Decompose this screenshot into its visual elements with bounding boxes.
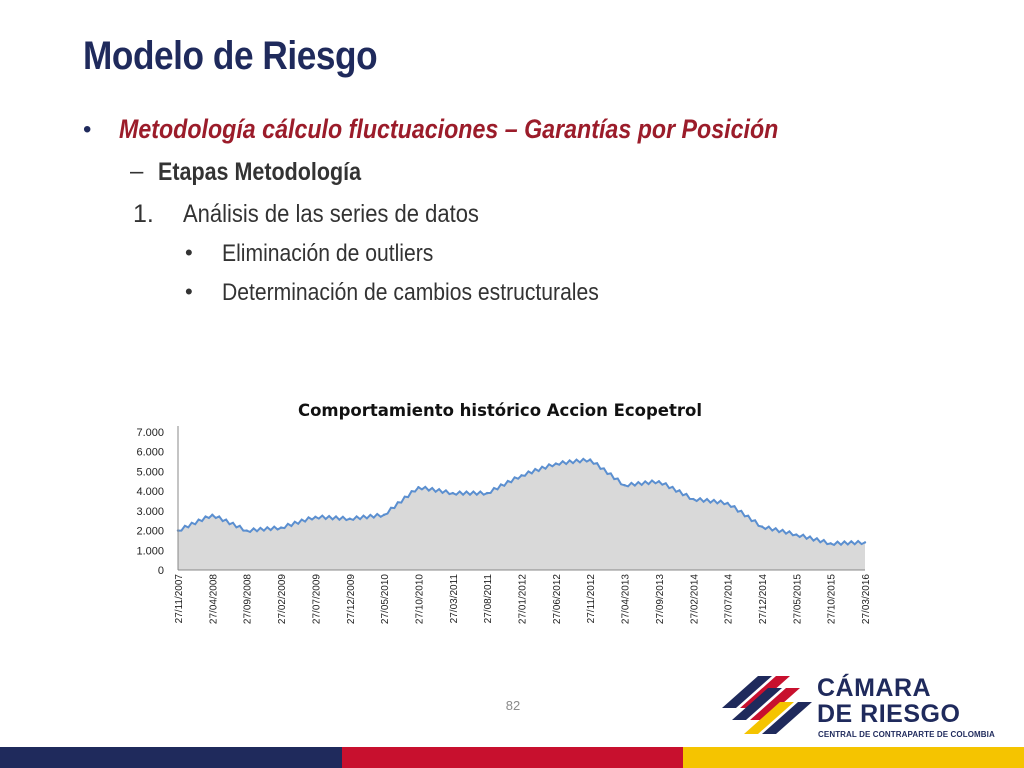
chart-title: Comportamiento histórico Accion Ecopetro… — [298, 401, 702, 420]
data-point — [279, 526, 283, 529]
x-tick-label: 27/11/2012 — [586, 574, 597, 624]
data-point — [348, 517, 351, 520]
x-tick-label: 27/12/2009 — [346, 574, 357, 624]
x-tick-label: 27/09/2008 — [243, 574, 254, 624]
data-point — [829, 542, 832, 545]
data-point — [726, 501, 729, 505]
x-tick-label: 27/06/2012 — [552, 574, 563, 624]
x-tick-label: 27/11/2007 — [174, 574, 185, 624]
x-tick-label: 27/02/2009 — [277, 574, 288, 624]
y-tick-label: 5.000 — [136, 466, 164, 478]
x-tick-label: 27/05/2010 — [380, 574, 391, 624]
data-point — [211, 513, 214, 516]
footer-color-bar — [0, 747, 1024, 768]
y-axis-labels: 0 1.000 2.000 3.000 4.000 5.000 6.000 7.000 — [136, 427, 164, 577]
x-tick-label: 27/02/2014 — [689, 574, 700, 624]
footer-yellow-segment — [683, 747, 1024, 768]
x-tick-label: 27/07/2009 — [311, 574, 322, 624]
x-axis-labels: 27/11/2007 27/04/2008 27/09/2008 27/02/2009… — [174, 574, 872, 624]
x-tick-label: 27/03/2016 — [861, 574, 872, 624]
y-tick-label: 2.000 — [136, 526, 164, 538]
plot-area — [176, 426, 867, 571]
series-area-fill — [178, 458, 865, 570]
sub-bullet-text: Determinación de cambios estructurales — [222, 279, 599, 306]
sub-bullet-text: Eliminación de outliers — [222, 240, 434, 267]
slide-title: Modelo de Riesgo — [83, 34, 378, 78]
footer-red-segment — [342, 747, 683, 768]
y-tick-label: 3.000 — [136, 506, 164, 518]
x-tick-label: 27/04/2008 — [208, 574, 219, 624]
bullet-text-methodology: Metodología cálculo fluctuaciones – Gara… — [119, 114, 779, 144]
data-point — [589, 458, 592, 461]
logo-stripes-icon — [722, 676, 812, 734]
data-point — [485, 491, 489, 495]
data-point — [760, 525, 764, 528]
y-tick-label: 7.000 — [136, 427, 164, 439]
data-point — [417, 486, 420, 489]
x-tick-label: 27/10/2015 — [827, 574, 838, 624]
x-tick-label: 27/08/2011 — [483, 574, 494, 624]
bullet-list: • Metodología cálculo fluctuaciones – Ga… — [0, 0, 1024, 330]
x-tick-label: 27/12/2014 — [758, 574, 769, 624]
x-tick-label: 27/04/2013 — [621, 574, 632, 624]
bullet-marker: • — [185, 279, 193, 304]
data-point — [245, 529, 248, 532]
y-tick-label: 4.000 — [136, 486, 164, 498]
y-tick-label: 1.000 — [136, 545, 164, 557]
camara-de-riesgo-logo: CÁMARA DE RIESGO CENTRAL DE CONTRAPARTE … — [720, 672, 1000, 744]
y-tick-label: 0 — [158, 565, 164, 577]
footer-navy-segment — [0, 747, 342, 768]
ecopetrol-history-chart: Comportamiento histórico Accion Ecopetro… — [136, 401, 872, 624]
data-point — [692, 497, 695, 501]
data-point — [554, 462, 558, 465]
logo-tagline: CENTRAL DE CONTRAPARTE DE COLOMBIA — [818, 730, 995, 739]
bullet-text-stages: Etapas Metodología — [158, 158, 362, 186]
x-tick-label: 27/07/2014 — [724, 574, 735, 624]
logo-text-camara: CÁMARA — [817, 674, 932, 702]
data-point — [314, 515, 317, 518]
bullet-marker: • — [83, 116, 92, 143]
x-tick-label: 27/01/2012 — [518, 574, 529, 624]
data-point — [863, 541, 867, 544]
x-tick-label: 27/10/2010 — [414, 574, 425, 624]
x-tick-label: 27/03/2011 — [449, 574, 460, 624]
y-tick-label: 6.000 — [136, 447, 164, 459]
data-point — [657, 480, 661, 483]
data-point — [623, 484, 626, 487]
data-point — [451, 491, 454, 495]
bullet-marker: • — [185, 240, 193, 265]
number-marker: 1. — [133, 200, 154, 228]
x-tick-label: 27/09/2013 — [655, 574, 666, 624]
numbered-item-text: Análisis de las series de datos — [183, 200, 479, 228]
x-tick-label: 27/05/2015 — [792, 574, 803, 624]
data-point — [520, 474, 523, 477]
data-point — [795, 533, 798, 536]
data-point — [382, 513, 386, 516]
logo-text-de-riesgo: DE RIESGO — [817, 700, 961, 728]
dash-marker: – — [130, 158, 144, 185]
page-number: 82 — [505, 698, 521, 713]
